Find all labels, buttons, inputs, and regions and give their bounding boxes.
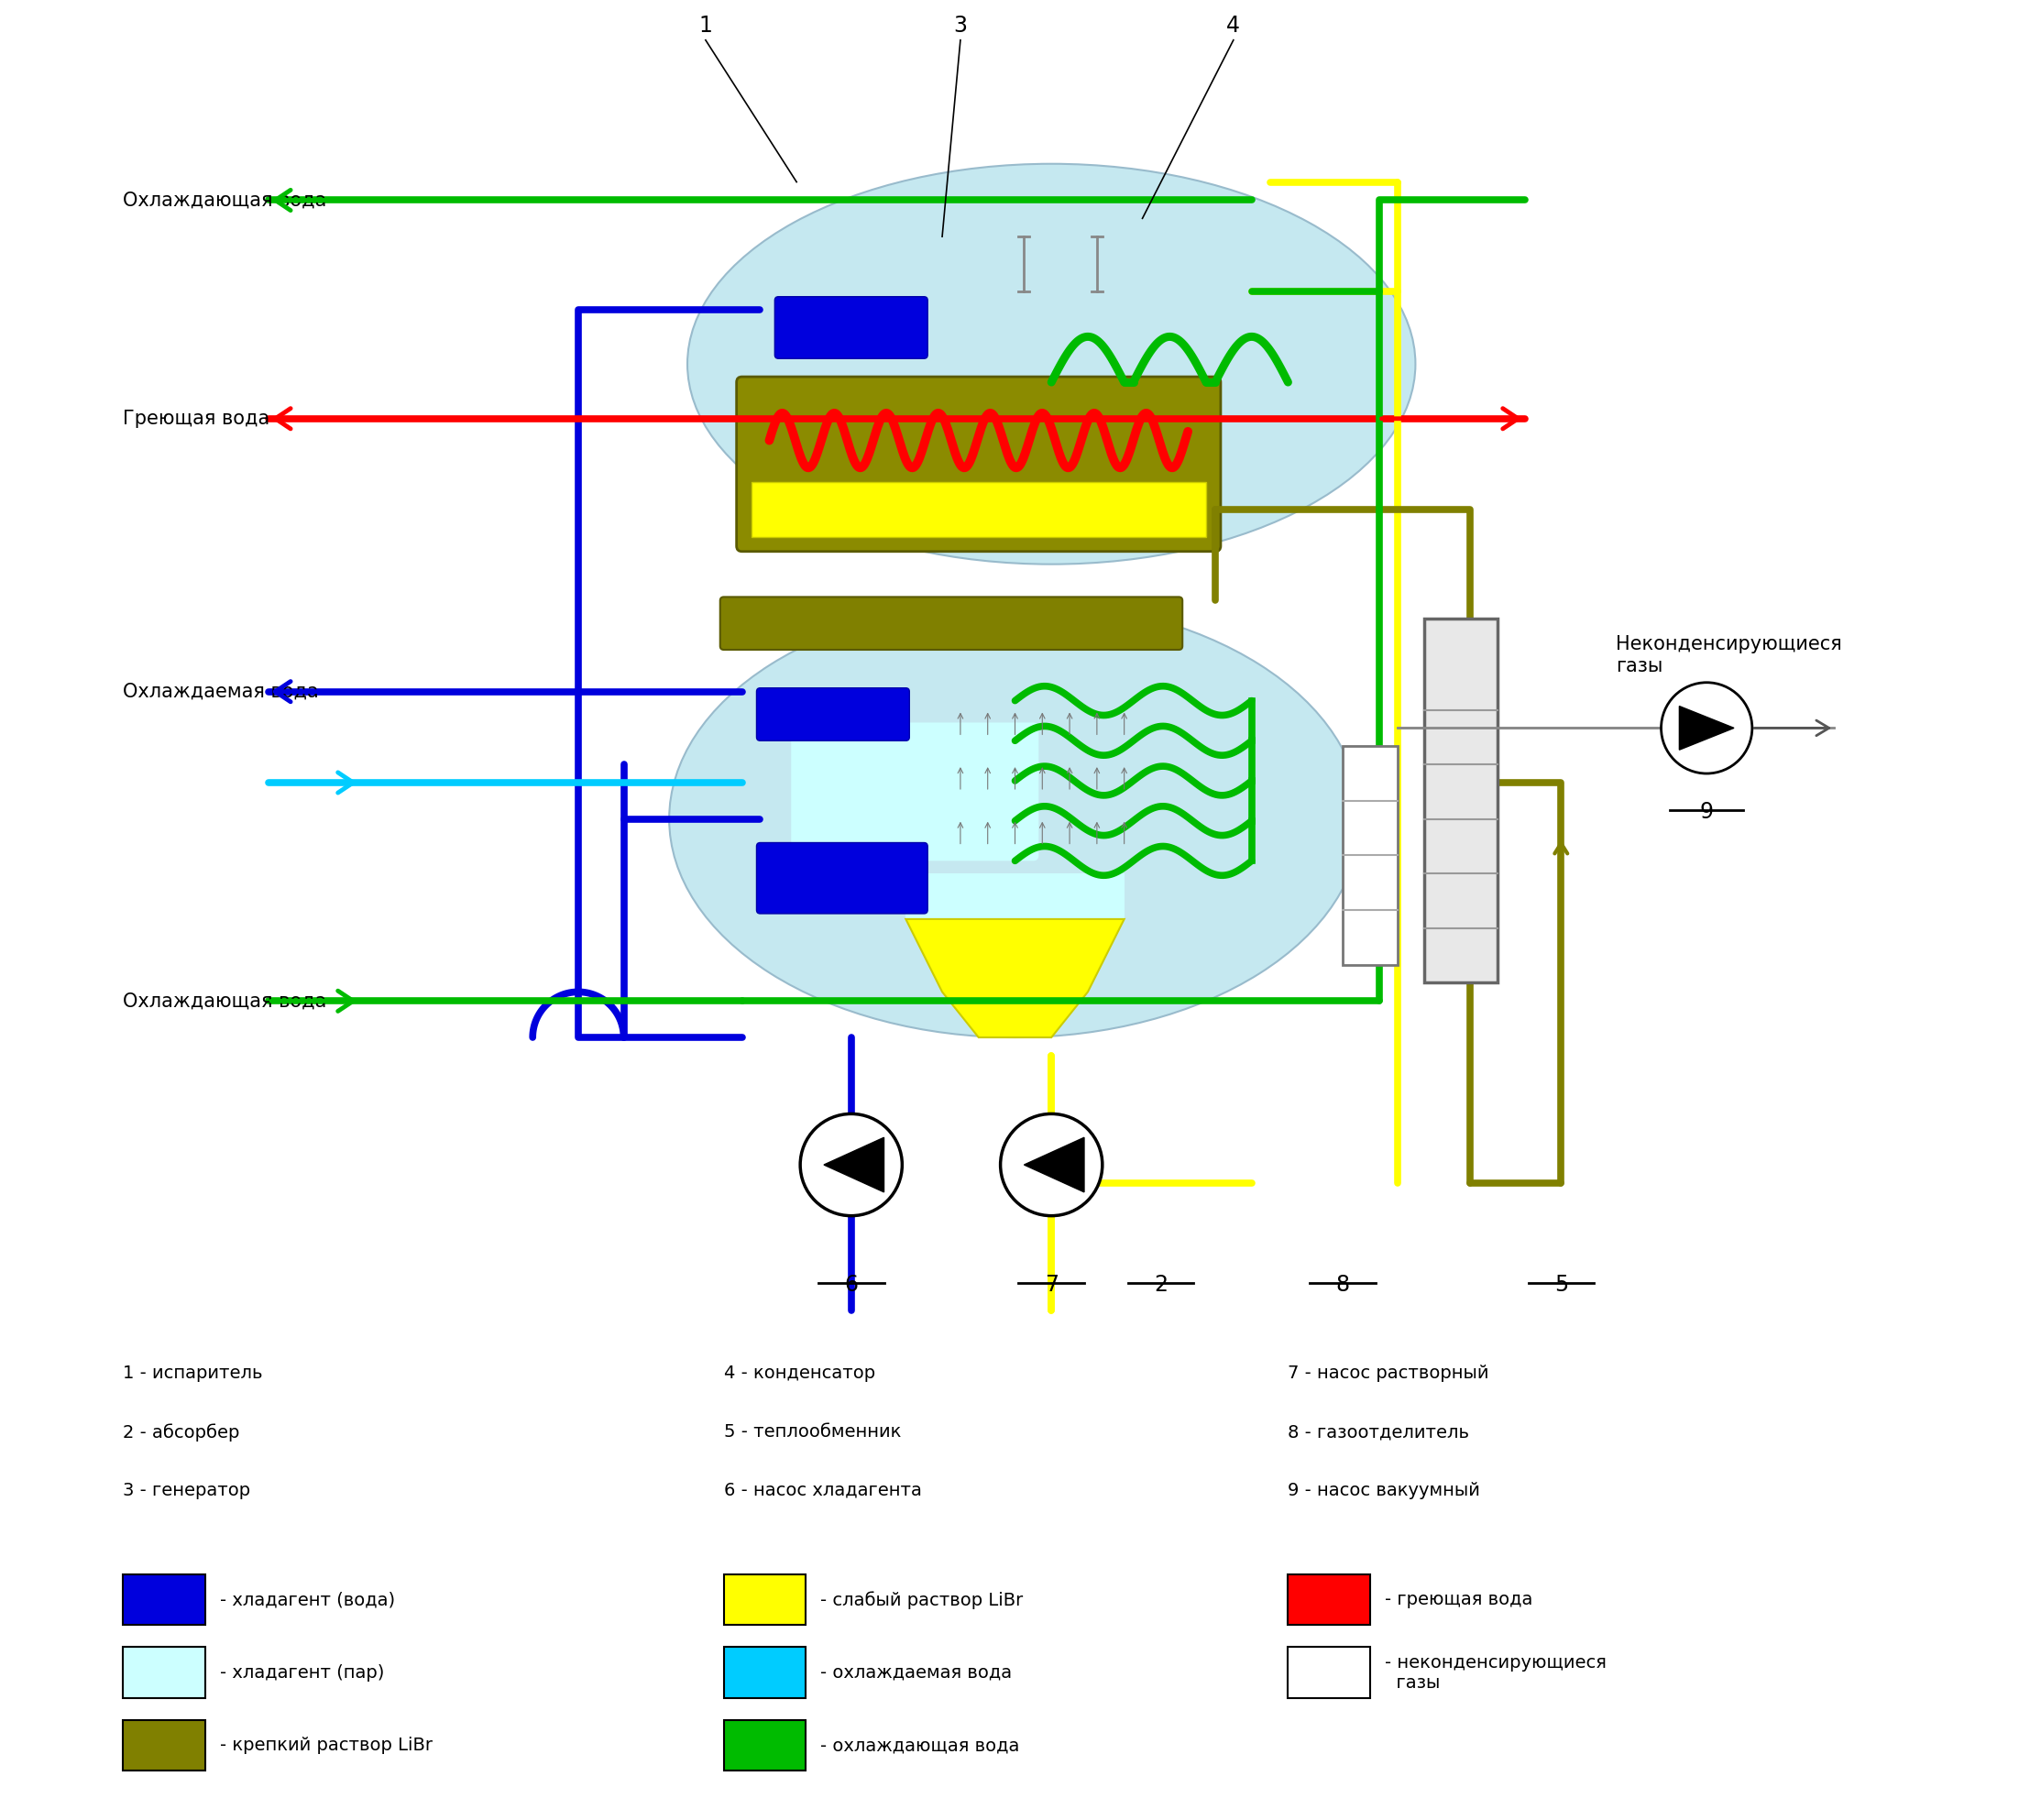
Text: - охлаждающая вода: - охлаждающая вода xyxy=(820,1736,1019,1754)
FancyBboxPatch shape xyxy=(124,1574,205,1625)
Text: - хладагент (пар): - хладагент (пар) xyxy=(219,1663,384,1682)
Text: - слабый раствор LiBr: - слабый раствор LiBr xyxy=(820,1591,1023,1609)
Text: 7: 7 xyxy=(1045,1274,1058,1296)
Polygon shape xyxy=(824,1138,883,1192)
Text: 2: 2 xyxy=(1153,1274,1167,1296)
Text: 9: 9 xyxy=(1699,801,1713,823)
FancyBboxPatch shape xyxy=(124,1720,205,1771)
Polygon shape xyxy=(905,874,1125,919)
FancyBboxPatch shape xyxy=(725,1574,806,1625)
Circle shape xyxy=(800,1114,901,1216)
FancyBboxPatch shape xyxy=(775,297,928,359)
Text: 8 - газоотделитель: 8 - газоотделитель xyxy=(1287,1423,1470,1441)
Text: 3: 3 xyxy=(954,15,966,36)
Text: - хладагент (вода): - хладагент (вода) xyxy=(219,1591,394,1609)
Circle shape xyxy=(1001,1114,1102,1216)
FancyBboxPatch shape xyxy=(1287,1574,1370,1625)
Text: 3 - генератор: 3 - генератор xyxy=(124,1481,250,1500)
Text: - охлаждаемая вода: - охлаждаемая вода xyxy=(820,1663,1011,1682)
Text: - греющая вода: - греющая вода xyxy=(1384,1591,1533,1609)
Text: 8: 8 xyxy=(1336,1274,1350,1296)
Text: 4: 4 xyxy=(1226,15,1240,36)
Text: 4 - конденсатор: 4 - конденсатор xyxy=(725,1365,875,1383)
Text: Неконденсирующиеся
газы: Неконденсирующиеся газы xyxy=(1616,635,1841,675)
FancyBboxPatch shape xyxy=(737,377,1220,551)
Text: 7 - насос растворный: 7 - насос растворный xyxy=(1287,1365,1490,1383)
Text: 2 - абсорбер: 2 - абсорбер xyxy=(124,1423,240,1441)
Text: Охлаждаемая вода: Охлаждаемая вода xyxy=(124,682,319,701)
FancyBboxPatch shape xyxy=(725,1647,806,1698)
Text: 5 - теплообменник: 5 - теплообменник xyxy=(725,1423,901,1441)
FancyBboxPatch shape xyxy=(1342,746,1397,965)
FancyBboxPatch shape xyxy=(1287,1647,1370,1698)
Text: Охлаждающая вода: Охлаждающая вода xyxy=(124,191,327,209)
Text: 9 - насос вакуумный: 9 - насос вакуумный xyxy=(1287,1481,1480,1500)
Text: - крепкий раствор LiBr: - крепкий раствор LiBr xyxy=(219,1736,432,1754)
Text: 5: 5 xyxy=(1555,1274,1567,1296)
Ellipse shape xyxy=(670,601,1360,1037)
FancyBboxPatch shape xyxy=(1425,619,1498,983)
Text: - неконденсирующиеся
  газы: - неконденсирующиеся газы xyxy=(1384,1654,1606,1691)
Text: Охлаждающая вода: Охлаждающая вода xyxy=(124,992,327,1010)
FancyBboxPatch shape xyxy=(792,723,1039,861)
Polygon shape xyxy=(905,919,1125,1037)
Text: 1 - испаритель: 1 - испаритель xyxy=(124,1365,264,1383)
Polygon shape xyxy=(751,482,1206,537)
Polygon shape xyxy=(1679,706,1734,750)
FancyBboxPatch shape xyxy=(725,1720,806,1771)
Circle shape xyxy=(1661,682,1752,773)
Text: Греющая вода: Греющая вода xyxy=(124,410,270,428)
Ellipse shape xyxy=(688,164,1415,564)
Polygon shape xyxy=(1023,1138,1084,1192)
Text: 6 - насос хладагента: 6 - насос хладагента xyxy=(725,1481,922,1500)
Text: 6: 6 xyxy=(844,1274,859,1296)
FancyBboxPatch shape xyxy=(757,688,909,741)
FancyBboxPatch shape xyxy=(124,1647,205,1698)
FancyBboxPatch shape xyxy=(757,843,928,914)
Text: 1: 1 xyxy=(698,15,713,36)
FancyBboxPatch shape xyxy=(721,597,1181,650)
